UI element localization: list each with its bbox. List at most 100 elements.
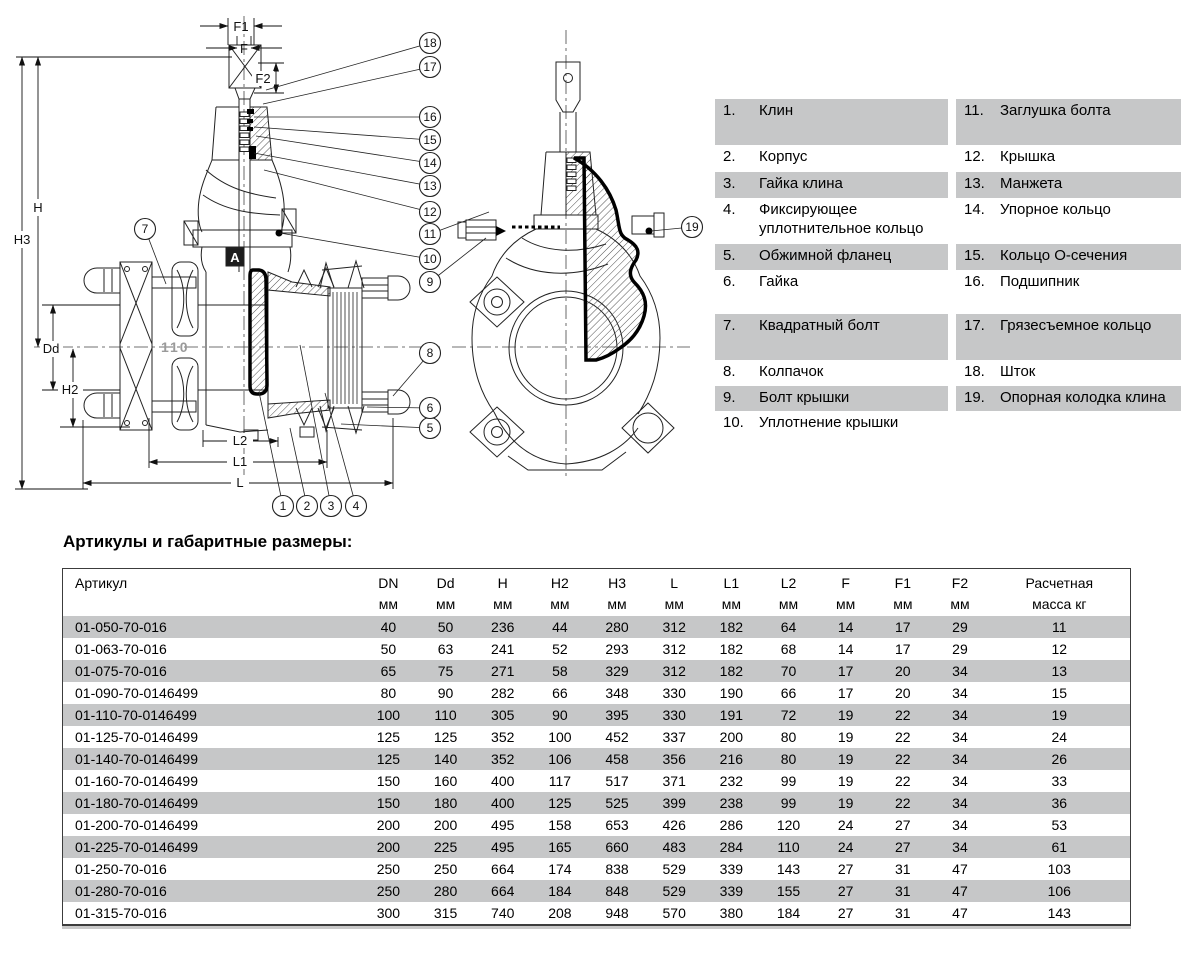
valve-section-view xyxy=(83,44,411,441)
value-cell: 150 xyxy=(376,795,401,811)
value-cell: 312 xyxy=(662,663,686,679)
part-label: Подшипник xyxy=(1000,273,1080,290)
value-cell: 426 xyxy=(662,817,686,833)
value-cell: 250 xyxy=(433,861,458,877)
value-cell: 22 xyxy=(895,729,911,745)
svg-text:7: 7 xyxy=(142,222,149,236)
part-number: 13. xyxy=(964,175,985,192)
column-gutter xyxy=(948,198,956,244)
value-cell: 80 xyxy=(380,685,397,701)
callout-8: 8 xyxy=(418,341,442,365)
value-cell: 20 xyxy=(895,685,911,701)
value-cell: 15 xyxy=(1051,685,1068,701)
value-cell: 125 xyxy=(376,729,401,745)
parts-item xyxy=(956,411,1181,437)
value-cell: 348 xyxy=(605,685,629,701)
value-cell: 182 xyxy=(719,619,744,635)
callout-4: 4 xyxy=(344,494,368,518)
value-cell: 19 xyxy=(837,751,854,767)
value-cell: 184 xyxy=(548,883,572,899)
value-cell: 200 xyxy=(376,817,401,833)
parts-row: 8. Колпачок 18. Шток xyxy=(715,360,1183,386)
value-cell: 27 xyxy=(895,817,911,833)
parts-list: 1. Клин 11. Заглушка болта 2. Корпус 12. Крышка… xyxy=(715,99,1183,437)
table-title: Артикулы и габаритные размеры: xyxy=(63,532,353,551)
value-cell: 495 xyxy=(491,839,515,855)
svg-text:17: 17 xyxy=(423,60,437,74)
table-row: 01-315-70-016 300 315 740 208 948 570 380 184 27 3… xyxy=(63,902,1130,924)
value-cell: 525 xyxy=(605,795,629,811)
part-label: Шток xyxy=(1000,363,1036,380)
part-label: Кольцо О-сечения xyxy=(1000,247,1128,264)
value-cell: 70 xyxy=(780,663,797,679)
parts-item: 5. Обжимной фланец xyxy=(715,244,948,270)
value-cell: 238 xyxy=(719,795,744,811)
value-cell: 312 xyxy=(662,641,686,657)
dim-f2: F2 xyxy=(255,71,270,86)
callout-14: 14 xyxy=(418,151,442,175)
parts-row: 10. Уплотнение крышки xyxy=(715,411,1183,437)
part-number: 4. xyxy=(723,201,736,218)
part-label: Упорное кольцо xyxy=(1000,201,1111,218)
callout-7: 7 xyxy=(133,217,157,241)
column-header: Расчетная масса кг xyxy=(1025,575,1094,612)
table-row: 01-280-70-016 250 280 664 184 848 529 339 155 27 3… xyxy=(63,880,1130,902)
part-number: 2. xyxy=(723,148,736,165)
svg-text:16: 16 xyxy=(423,110,437,124)
value-cell: 75 xyxy=(437,663,454,679)
parts-item: 12. Крышка xyxy=(956,145,1181,172)
dim-l1: L1 xyxy=(233,454,247,469)
parts-row: 5. Обжимной фланец 15. Кольцо О-сечения xyxy=(715,244,1183,270)
value-cell: 110 xyxy=(777,839,800,855)
dimension-lines xyxy=(15,18,394,490)
svg-text:13: 13 xyxy=(423,179,437,193)
value-cell: 330 xyxy=(662,707,686,723)
value-cell: 117 xyxy=(548,773,572,789)
value-cell: 34 xyxy=(952,685,968,701)
dim-h: H xyxy=(33,200,42,215)
value-cell: 72 xyxy=(780,707,797,723)
callout-3: 3 xyxy=(319,494,343,518)
part-number: 14. xyxy=(964,201,985,218)
value-cell: 356 xyxy=(662,751,686,767)
value-cell: 848 xyxy=(605,883,629,899)
value-cell: 330 xyxy=(662,685,686,701)
article-cell: 01-225-70-0146499 xyxy=(75,839,198,855)
callout-2: 2 xyxy=(295,494,319,518)
table-row: 01-090-70-0146499 80 90 282 66 348 330 190 66 17 2… xyxy=(63,682,1130,704)
part-number: 17. xyxy=(964,317,985,334)
callout-16: 16 xyxy=(418,105,442,129)
part-number: 12. xyxy=(964,148,985,165)
value-cell: 68 xyxy=(780,641,797,657)
callout-19: 19 xyxy=(680,215,704,239)
parts-item: 1. Клин xyxy=(715,99,948,145)
value-cell: 395 xyxy=(605,707,629,723)
table-row: 01-050-70-016 40 50 236 44 280 312 182 64 14 17 29 1… xyxy=(63,616,1130,638)
column-gutter xyxy=(948,172,956,198)
callout-13: 13 xyxy=(418,174,442,198)
table-row: 01-160-70-0146499 150 160 400 117 517 371 232 99… xyxy=(63,770,1130,792)
value-cell: 47 xyxy=(952,905,968,921)
table-row: 01-200-70-0146499 200 200 495 158 653 426 286 12… xyxy=(63,814,1130,836)
value-cell: 191 xyxy=(719,707,744,723)
value-cell: 660 xyxy=(605,839,629,855)
value-cell: 19 xyxy=(837,795,854,811)
parts-item: 8. Колпачок xyxy=(715,360,948,386)
value-cell: 19 xyxy=(837,707,854,723)
value-cell: 66 xyxy=(552,685,568,701)
value-cell: 19 xyxy=(837,729,854,745)
value-cell: 120 xyxy=(776,817,801,833)
value-cell: 63 xyxy=(437,641,454,657)
value-cell: 125 xyxy=(376,751,401,767)
value-cell: 31 xyxy=(895,883,911,899)
value-cell: 250 xyxy=(376,883,401,899)
value-cell: 64 xyxy=(780,619,797,635)
value-cell: 34 xyxy=(952,663,968,679)
parts-item: 3. Гайка клина xyxy=(715,172,948,198)
part-number: 18. xyxy=(964,363,985,380)
flange-size-marking: 110 xyxy=(161,339,190,355)
value-cell: 286 xyxy=(719,817,744,833)
value-cell: 44 xyxy=(552,619,568,635)
svg-text:18: 18 xyxy=(423,36,437,50)
